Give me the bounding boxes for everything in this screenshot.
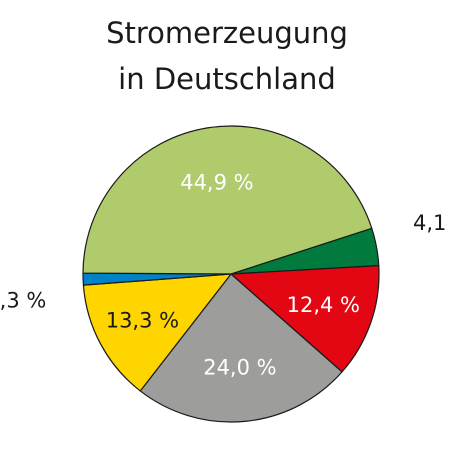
slice-label: 12,4 % (287, 293, 360, 317)
pie-slice (230, 265, 380, 373)
pie-slice (139, 273, 343, 423)
slice-label: 44,9 % (180, 170, 253, 194)
pie-slice (82, 125, 373, 275)
chart-title-line-1: Stromerzeugung (106, 16, 348, 50)
pie-slice (82, 273, 232, 392)
chart-title-line-2: in Deutschland (118, 62, 336, 96)
slice-label: 13,3 % (106, 309, 179, 333)
slice-label: 24,0 % (203, 355, 276, 379)
slice-label: 4,1 % (413, 211, 454, 235)
slice-label: 1,3 % (0, 289, 46, 313)
